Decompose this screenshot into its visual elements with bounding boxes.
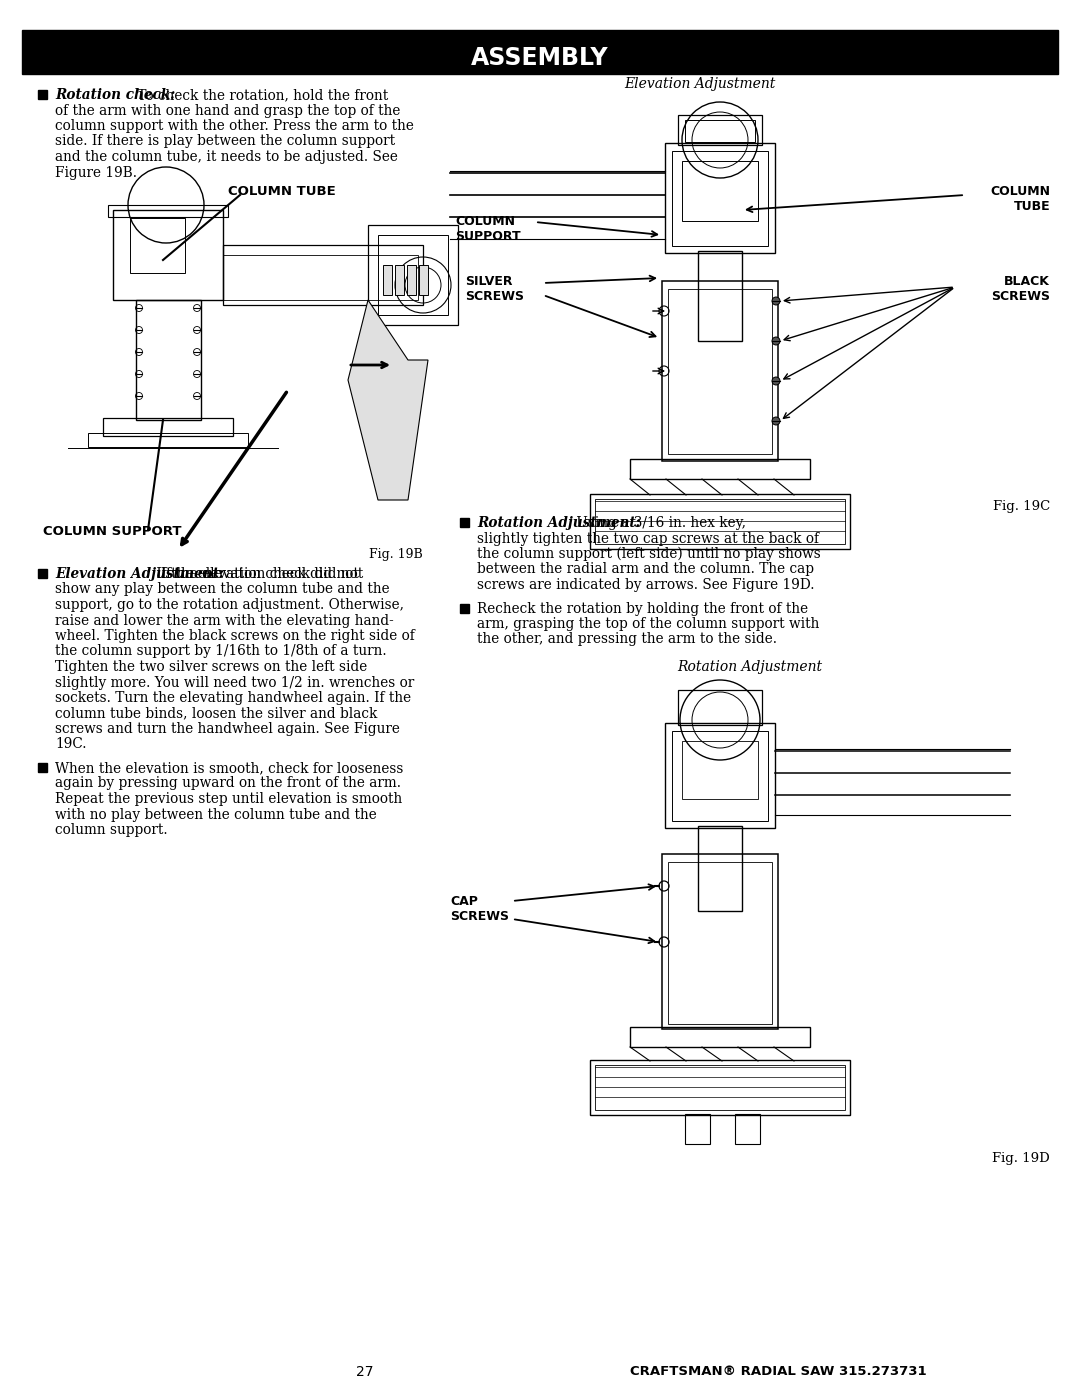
Bar	[595, 1065, 845, 1111]
Bar	[698, 826, 742, 911]
Circle shape	[772, 337, 780, 345]
Bar	[136, 300, 201, 420]
Bar	[222, 256, 418, 300]
Text: slightly more. You will need two 1/2 in. wrenches or: slightly more. You will need two 1/2 in.…	[55, 676, 415, 690]
Text: of the arm with one hand and grasp the top of the: of the arm with one hand and grasp the t…	[55, 103, 401, 117]
Bar	[698, 251, 742, 341]
Text: Rotation Adjustment: Rotation Adjustment	[677, 659, 823, 673]
Bar	[395, 265, 404, 295]
Bar	[678, 690, 762, 725]
Bar	[103, 418, 233, 436]
Text: the column support (left side) until no play shows: the column support (left side) until no …	[477, 548, 821, 562]
Bar	[678, 115, 762, 145]
Bar	[672, 151, 768, 246]
Bar	[38, 569, 48, 578]
Text: Elevation Adjustment:: Elevation Adjustment:	[55, 567, 224, 581]
Text: the other, and pressing the arm to the side.: the other, and pressing the arm to the s…	[477, 633, 777, 647]
Bar	[460, 604, 469, 612]
Text: slightly tighten the two cap screws at the back of: slightly tighten the two cap screws at t…	[477, 531, 819, 545]
Text: Rotation check:: Rotation check:	[55, 88, 175, 102]
Bar	[662, 854, 778, 1030]
Text: wheel. Tighten the black screws on the right side of: wheel. Tighten the black screws on the r…	[55, 629, 415, 643]
Bar	[113, 210, 222, 300]
Bar	[681, 740, 758, 799]
Bar	[735, 1113, 760, 1144]
Text: Figure 19B.: Figure 19B.	[55, 165, 137, 179]
Text: 19C.: 19C.	[55, 738, 86, 752]
Text: side. If there is play between the column support: side. If there is play between the colum…	[55, 134, 395, 148]
Text: CRAFTSMAN® RADIAL SAW 315.273731: CRAFTSMAN® RADIAL SAW 315.273731	[630, 1365, 927, 1377]
Text: COLUMN SUPPORT: COLUMN SUPPORT	[43, 525, 181, 538]
Bar	[590, 495, 850, 549]
Bar	[130, 218, 185, 272]
Bar	[685, 120, 755, 142]
Text: 27: 27	[356, 1365, 374, 1379]
Text: between the radial arm and the column. The cap: between the radial arm and the column. T…	[477, 563, 814, 577]
Circle shape	[772, 298, 780, 305]
Bar	[669, 289, 772, 454]
Bar	[681, 161, 758, 221]
Text: raise and lower the arm with the elevating hand-: raise and lower the arm with the elevati…	[55, 613, 394, 627]
Text: screws and turn the handwheel again. See Figure: screws and turn the handwheel again. See…	[55, 722, 400, 736]
Bar	[595, 499, 845, 543]
Text: show any play between the column tube and the: show any play between the column tube an…	[55, 583, 390, 597]
Bar	[460, 518, 469, 527]
Bar	[383, 265, 392, 295]
Text: support, go to the rotation adjustment. Otherwise,: support, go to the rotation adjustment. …	[55, 598, 404, 612]
Text: Fig. 19D: Fig. 19D	[993, 1153, 1050, 1165]
Text: and the column tube, it needs to be adjusted. See: and the column tube, it needs to be adju…	[55, 149, 397, 163]
Bar	[669, 862, 772, 1024]
Bar	[407, 265, 416, 295]
Text: arm, grasping the top of the column support with: arm, grasping the top of the column supp…	[477, 617, 820, 631]
Bar	[38, 89, 48, 99]
Text: COLUMN
SUPPORT: COLUMN SUPPORT	[455, 215, 521, 243]
Text: sockets. Turn the elevating handwheel again. If the: sockets. Turn the elevating handwheel ag…	[55, 692, 411, 705]
Circle shape	[772, 377, 780, 386]
Bar	[672, 731, 768, 821]
Bar	[665, 142, 775, 253]
Text: To check the rotation, hold the front: To check the rotation, hold the front	[133, 88, 388, 102]
Bar	[368, 225, 458, 326]
Text: If the elevation check did not: If the elevation check did not	[152, 567, 359, 581]
Polygon shape	[348, 300, 428, 500]
Text: If the elevation check did not: If the elevation check did not	[152, 567, 363, 581]
Text: column support with the other. Press the arm to the: column support with the other. Press the…	[55, 119, 414, 133]
Bar	[222, 244, 423, 305]
Bar	[630, 460, 810, 479]
Bar	[22, 29, 1058, 74]
Text: Elevation Adjustment: Elevation Adjustment	[624, 77, 775, 91]
Text: screws are indicated by arrows. See Figure 19D.: screws are indicated by arrows. See Figu…	[477, 578, 814, 592]
Text: Tighten the two silver screws on the left side: Tighten the two silver screws on the lef…	[55, 659, 367, 673]
Text: COLUMN
TUBE: COLUMN TUBE	[990, 184, 1050, 212]
Bar	[630, 1027, 810, 1046]
Bar	[685, 1113, 710, 1144]
Bar	[87, 433, 248, 447]
Text: SILVER
SCREWS: SILVER SCREWS	[465, 275, 524, 303]
Text: Repeat the previous step until elevation is smooth: Repeat the previous step until elevation…	[55, 792, 402, 806]
Bar	[419, 265, 428, 295]
Text: COLUMN TUBE: COLUMN TUBE	[228, 184, 336, 198]
Bar	[665, 724, 775, 828]
Text: with no play between the column tube and the: with no play between the column tube and…	[55, 807, 377, 821]
Bar	[662, 281, 778, 461]
Text: column support.: column support.	[55, 823, 167, 837]
Text: Using a 3/16 in. hex key,: Using a 3/16 in. hex key,	[572, 515, 746, 529]
Circle shape	[772, 416, 780, 425]
Text: again by pressing upward on the front of the arm.: again by pressing upward on the front of…	[55, 777, 401, 791]
Bar	[590, 1060, 850, 1115]
Text: Rotation Adjustment:: Rotation Adjustment:	[477, 515, 640, 529]
Text: Fig. 19C: Fig. 19C	[993, 500, 1050, 513]
Bar	[378, 235, 448, 314]
Text: ASSEMBLY: ASSEMBLY	[471, 46, 609, 70]
Text: Recheck the rotation by holding the front of the: Recheck the rotation by holding the fron…	[477, 602, 808, 616]
Text: BLACK
SCREWS: BLACK SCREWS	[991, 275, 1050, 303]
Bar	[38, 763, 48, 773]
Bar	[108, 205, 228, 217]
Text: the column support by 1/16th to 1/8th of a turn.: the column support by 1/16th to 1/8th of…	[55, 644, 387, 658]
Text: column tube binds, loosen the silver and black: column tube binds, loosen the silver and…	[55, 707, 377, 721]
Text: When the elevation is smooth, check for looseness: When the elevation is smooth, check for …	[55, 761, 403, 775]
Text: Fig. 19B: Fig. 19B	[369, 548, 423, 562]
Text: CAP
SCREWS: CAP SCREWS	[450, 895, 509, 923]
